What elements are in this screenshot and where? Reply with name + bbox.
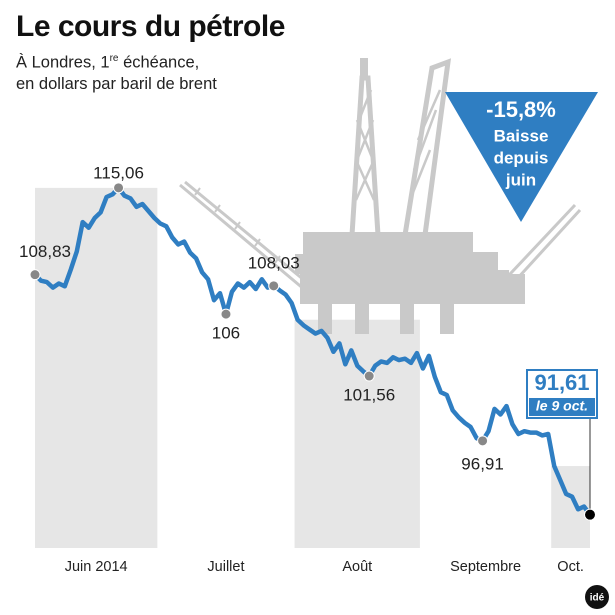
point-marker — [113, 182, 125, 194]
header: Le cours du pétrole À Londres, 1re échéa… — [16, 10, 285, 95]
callout-text: Baisse — [494, 126, 549, 145]
point-marker — [584, 508, 596, 521]
data-label: 106 — [212, 324, 240, 343]
point-marker — [477, 435, 489, 447]
source: idé — [590, 593, 605, 604]
callout-value: -15,8% — [486, 97, 556, 122]
subtitle-superscript: re — [109, 53, 119, 64]
x-tick-label: Juillet — [207, 559, 244, 575]
source-logo — [585, 585, 609, 609]
price-line — [33, 185, 592, 517]
x-tick-label: Juin 2014 — [65, 559, 128, 575]
data-label: 108,03 — [248, 253, 300, 272]
x-tick-label: Oct. — [557, 559, 584, 575]
data-label: 108,83 — [19, 242, 71, 261]
point-marker — [29, 269, 41, 281]
oil-rig-illustration — [179, 58, 582, 334]
data-label: 115,06 — [93, 163, 144, 182]
note-box — [529, 398, 595, 416]
month-band — [35, 187, 158, 548]
callout-text: juin — [505, 170, 536, 189]
x-tick-label: Septembre — [450, 559, 521, 575]
callout-text: depuis — [494, 148, 549, 167]
data-note: le 9 oct. — [536, 398, 588, 414]
subtitle-text: échéance, — [123, 53, 200, 72]
subtitle-text: À Londres, 1 — [16, 53, 110, 72]
subtitle-text: en dollars par baril de brent — [16, 74, 217, 93]
x-tick-label: Août — [342, 559, 372, 575]
data-label: 91,61 — [534, 370, 589, 395]
callout-triangle — [445, 92, 598, 222]
point-marker — [363, 370, 375, 382]
chart-title: Le cours du pétrole — [16, 10, 285, 43]
point-marker — [220, 308, 232, 320]
data-label: 101,56 — [343, 385, 395, 404]
data-label: 96,91 — [461, 454, 504, 473]
chart-subtitle: À Londres, 1re échéance, en dollars par … — [16, 48, 285, 95]
month-band — [294, 319, 420, 548]
point-marker — [268, 280, 280, 292]
plot-area: 108,83 115,06 106 108,03 101,56 96,91 91,61 le … — [19, 163, 598, 521]
